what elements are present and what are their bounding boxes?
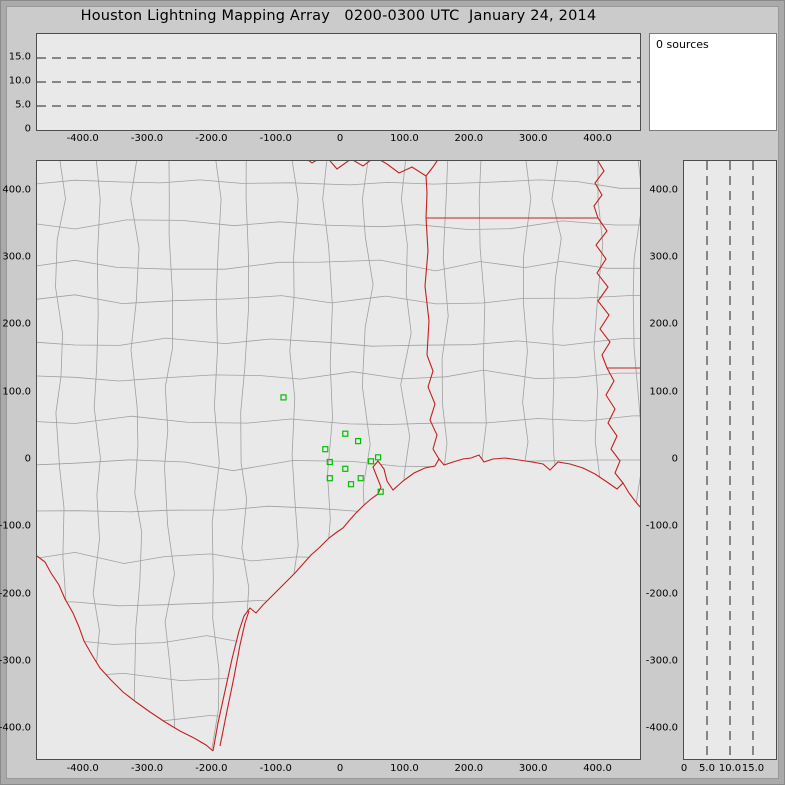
altitude-ew-x-axis-labels: -400.0 -300.0 -200.0 -100.0 0 100.0 200.0 300.0… (37, 133, 640, 146)
altitude-ns-x-axis-labels: 0 5.0 10.0 15.0 (680, 763, 776, 776)
altitude-ew-y-axis-labels: 15.0 10.0 5.0 0 (0, 33, 33, 135)
y-tick-label: -300.0 (0, 655, 31, 667)
lma-station-marker (367, 458, 375, 465)
x-tick-label: 100.0 (390, 763, 419, 774)
x-tick-label: 0 (336, 133, 344, 144)
lma-station-marker (377, 488, 384, 495)
lma-station-marker (342, 465, 349, 472)
y-tick-label: -300.0 (645, 655, 678, 667)
x-tick-label: 5.0 (699, 763, 715, 774)
x-tick-label: -200.0 (195, 133, 228, 144)
y-tick-label: -400.0 (0, 722, 31, 734)
y-tick-label: 400.0 (649, 184, 678, 196)
x-tick-label: 400.0 (583, 763, 612, 774)
x-tick-label: 15.0 (741, 763, 765, 774)
altitude-ew-plot-canvas (37, 57, 640, 107)
y-tick-label: 0 (671, 453, 678, 465)
mexico-region (37, 556, 213, 759)
x-tick-label: 0 (680, 763, 688, 774)
x-tick-label: 300.0 (518, 133, 548, 144)
x-tick-label: 400.0 (583, 133, 612, 144)
map-y-axis-labels: 400.0 300.0 200.0 100.0 0 -100.0 -200.0 -300.0 -… (0, 160, 33, 758)
y-tick-label: 15.0 (8, 51, 31, 63)
y-tick-label: 0 (24, 453, 31, 465)
page-title: Houston Lightning Mapping Array 0200-030… (80, 8, 597, 24)
lma-station-marker (322, 446, 329, 453)
sources-panel: 0 sources (649, 33, 777, 131)
y-tick-label: -100.0 (0, 520, 31, 532)
y-tick-label: 300.0 (2, 251, 31, 263)
y-tick-label: 400.0 (2, 184, 31, 196)
x-tick-label: 100.0 (390, 133, 419, 144)
x-tick-label: -100.0 (259, 133, 292, 144)
lma-station-marker (375, 454, 382, 461)
lma-station-marker (326, 475, 333, 482)
lma-station-marker (280, 394, 287, 401)
altitude-ns-panel (683, 160, 777, 760)
y-tick-label: -100.0 (645, 520, 678, 532)
lma-station-marker (326, 458, 333, 466)
y-tick-label: 100.0 (649, 386, 678, 398)
y-tick-label: 300.0 (649, 251, 678, 263)
x-tick-label: -300.0 (130, 133, 164, 144)
y-tick-label: -200.0 (0, 588, 31, 600)
lma-station-markers (280, 394, 384, 495)
x-tick-label: 300.0 (518, 763, 548, 774)
x-tick-label: 10.0 (718, 763, 742, 774)
x-tick-label: -200.0 (195, 763, 228, 774)
x-tick-label: -100.0 (259, 763, 292, 774)
altitude-ew-panel (36, 33, 641, 131)
lma-station-marker (355, 438, 362, 445)
y-tick-label: 10.0 (8, 75, 31, 87)
sources-count-label: 0 sources (656, 38, 709, 51)
y-tick-label: 5.0 (15, 99, 31, 111)
y-tick-label: 200.0 (649, 318, 678, 330)
state-borders (37, 161, 640, 752)
y-tick-label: 200.0 (2, 318, 31, 330)
altitude-ns-plot-canvas (706, 161, 754, 759)
map-x-axis-labels: -400.0 -300.0 -200.0 -100.0 0 100.0 200.0 300.0… (37, 763, 640, 776)
y-tick-label: 0 (24, 123, 31, 135)
y-tick-label: -400.0 (645, 722, 678, 734)
plan-view-map-panel (36, 160, 641, 760)
gulf-of-mexico (213, 455, 640, 759)
lma-station-marker (342, 430, 349, 437)
lma-station-marker (347, 481, 355, 488)
x-tick-label: 0 (336, 763, 344, 774)
y-tick-label: -200.0 (645, 588, 678, 600)
x-tick-label: 200.0 (454, 763, 484, 774)
x-tick-label: -400.0 (66, 133, 99, 144)
x-tick-label: -400.0 (66, 763, 99, 774)
y-tick-label: 100.0 (2, 386, 31, 398)
plan-view-map-canvas (37, 161, 640, 759)
lma-station-marker (357, 475, 364, 482)
x-tick-label: -300.0 (130, 763, 164, 774)
x-tick-label: 200.0 (454, 133, 484, 144)
altitude-ns-y-axis-labels: 400.0 300.0 200.0 100.0 0 -100.0 -200.0 -300.0 -… (646, 160, 680, 758)
